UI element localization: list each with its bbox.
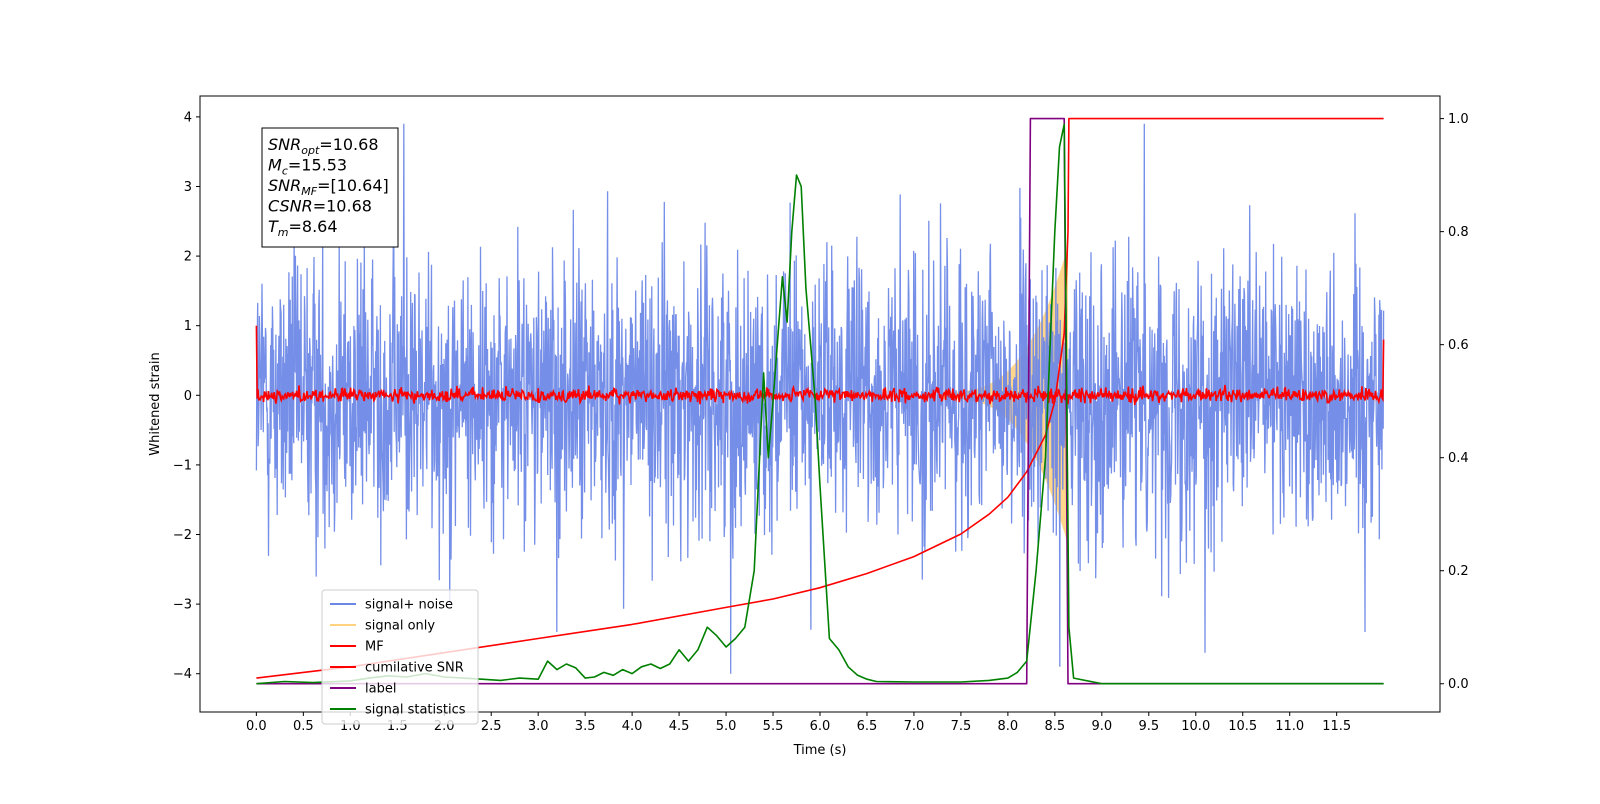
mf-layer <box>255 325 1385 406</box>
legend-label: cumilative SNR <box>365 661 464 676</box>
x-tick-label: 4.0 <box>622 719 643 734</box>
x-tick-label: 0.0 <box>246 719 267 734</box>
y2-tick-label: 0.6 <box>1448 338 1469 353</box>
x-tick-label: 6.5 <box>857 719 878 734</box>
legend-label: MF <box>365 640 384 655</box>
cumulative-snr-line <box>256 117 1384 679</box>
x-tick-label: 9.5 <box>1138 719 1159 734</box>
x-tick-label: 3.5 <box>575 719 596 734</box>
signal-noise-layer <box>255 123 1385 674</box>
legend-frame <box>321 589 479 725</box>
y2-tick-label: 0.0 <box>1448 677 1469 692</box>
legend-label: signal+ noise <box>365 598 453 613</box>
x-tick-label: 0.5 <box>293 719 314 734</box>
y-axis-label: Whitened strain <box>148 352 163 455</box>
annotation-line: SNRMF=[10.64] <box>268 176 389 198</box>
x-tick-label: 8.5 <box>1045 719 1066 734</box>
x-axis-label: Time (s) <box>793 743 847 758</box>
y2-tick-label: 0.8 <box>1448 225 1469 240</box>
x-tick-label: 10.0 <box>1181 719 1210 734</box>
y-tick-label: 2 <box>184 250 192 265</box>
x-tick-label: 11.0 <box>1275 719 1304 734</box>
legend-label: signal only <box>365 619 435 634</box>
x-tick-label: 10.5 <box>1228 719 1257 734</box>
x-tick-label: 5.5 <box>763 719 784 734</box>
x-tick-label: 7.5 <box>951 719 972 734</box>
y-tick-label: −2 <box>173 528 192 543</box>
x-tick-label: 3.0 <box>528 719 549 734</box>
y-tick-label: 0 <box>184 389 192 404</box>
right-axis-series-layer <box>256 117 1384 685</box>
y-tick-label: −3 <box>173 598 192 613</box>
annotation-line: Tm=8.64 <box>268 217 338 239</box>
x-tick-label: 11.5 <box>1322 719 1351 734</box>
y-tick-label: 3 <box>184 180 192 195</box>
annotation-line: SNRopt=10.68 <box>268 135 379 157</box>
y-tick-label: −4 <box>173 667 192 682</box>
x-tick-label: 2.5 <box>481 719 502 734</box>
y2-tick-label: 1.0 <box>1448 112 1469 127</box>
mf-line <box>255 325 1385 406</box>
annotation-line: Mc=15.53 <box>268 156 347 178</box>
annotation-line: CSNR=10.68 <box>268 197 372 216</box>
x-tick-label: 9.0 <box>1091 719 1112 734</box>
x-tick-label: 5.0 <box>716 719 737 734</box>
y-tick-label: −1 <box>173 458 192 473</box>
y-tick-label: 4 <box>184 110 192 125</box>
signal-statistics-line <box>256 123 1384 685</box>
legend: signal+ noise signal only MF cumilative SNR… <box>321 589 479 725</box>
y2-tick-label: 0.2 <box>1448 564 1469 579</box>
legend-label: label <box>365 682 396 697</box>
snr-annotation-box: SNRopt=10.68Mc=15.53SNRMF=[10.64]CSNR=10… <box>261 127 399 248</box>
y-tick-label: 1 <box>184 319 192 334</box>
x-tick-label: 6.0 <box>810 719 831 734</box>
y2-tick-label: 0.4 <box>1448 451 1469 466</box>
x-tick-label: 7.0 <box>904 719 925 734</box>
legend-label: signal statistics <box>365 703 466 718</box>
x-tick-label: 4.5 <box>669 719 690 734</box>
x-tick-label: 8.0 <box>998 719 1019 734</box>
signal-noise-line <box>255 123 1385 674</box>
